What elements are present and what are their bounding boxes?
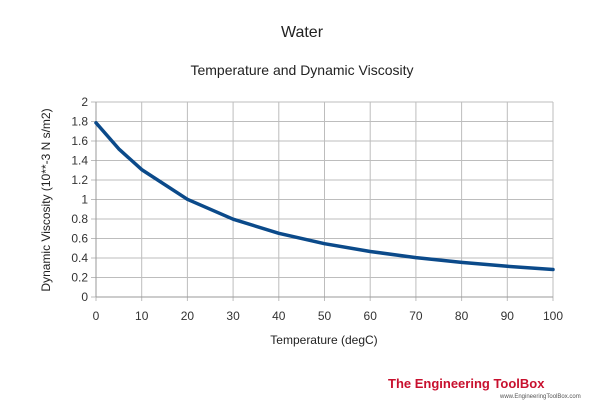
y-tick-label: 2 — [81, 95, 88, 109]
x-tick-label: 0 — [93, 309, 100, 323]
y-tick-label: 1.8 — [71, 115, 88, 129]
y-tick-label: 0 — [81, 290, 88, 304]
logo-text: The Engineering ToolBox — [388, 376, 545, 391]
y-tick-label: 1.2 — [71, 173, 88, 187]
y-tick-label: 1.6 — [71, 134, 88, 148]
engineering-toolbox-logo: The Engineering ToolBox www.EngineeringT… — [388, 376, 581, 400]
x-axis-label: Temperature (degC) — [270, 333, 377, 347]
x-tick-label: 100 — [543, 309, 563, 323]
x-tick-label: 70 — [409, 309, 423, 323]
y-tick-label: 1.4 — [71, 154, 88, 168]
y-axis-label: Dynamic Viscosity (10**-3 N s/m2) — [39, 108, 53, 291]
chart-subtitle: Temperature and Dynamic Viscosity — [190, 62, 413, 78]
y-tick-label: 1 — [81, 193, 88, 207]
grid-lines — [91, 101, 554, 301]
x-tick-labels: 0 10 20 30 40 50 60 70 80 90 100 — [93, 309, 564, 323]
series-line — [94, 121, 555, 272]
x-tick-label: 30 — [226, 309, 240, 323]
y-tick-label: 0.2 — [71, 271, 88, 285]
x-tick-label: 10 — [135, 309, 149, 323]
x-tick-label: 40 — [272, 309, 286, 323]
y-tick-label: 0.4 — [71, 251, 88, 265]
chart-title: Water — [281, 24, 324, 41]
x-tick-label: 80 — [455, 309, 469, 323]
x-tick-label: 60 — [364, 309, 378, 323]
x-tick-label: 50 — [318, 309, 332, 323]
x-tick-label: 20 — [181, 309, 195, 323]
axes — [95, 102, 553, 298]
logo-url: www.EngineeringToolBox.com — [499, 394, 581, 400]
y-tick-label: 0.6 — [71, 232, 88, 246]
x-tick-label: 90 — [501, 309, 515, 323]
y-tick-label: 0.8 — [71, 212, 88, 226]
y-tick-labels: 0 0.2 0.4 0.6 0.8 1 1.2 1.4 1.6 1.8 2 — [71, 95, 88, 304]
series-group — [94, 121, 555, 272]
